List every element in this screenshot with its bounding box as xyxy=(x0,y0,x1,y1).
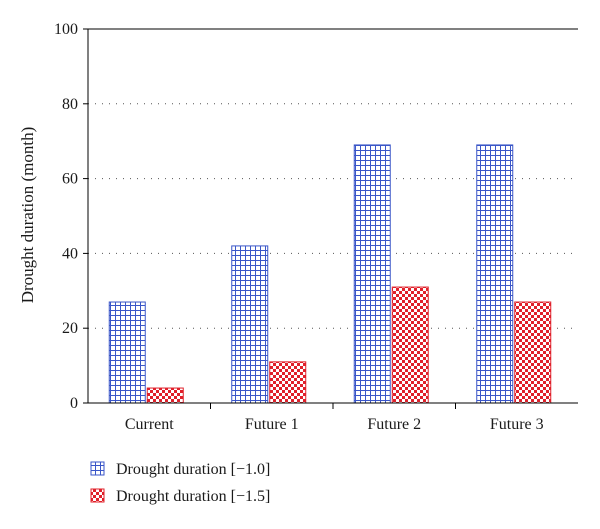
y-axis-title: Drought duration (month) xyxy=(18,127,37,304)
y-tick-label: 80 xyxy=(62,96,78,113)
axes xyxy=(83,28,578,409)
legend-item-series-1: Drought duration [−1.0] xyxy=(90,461,270,478)
y-tick-label: 100 xyxy=(54,21,78,38)
x-category-labels: Current Future 1 Future 2 Future 3 xyxy=(125,416,544,433)
bar-series-2-future-3 xyxy=(514,301,552,404)
gridlines xyxy=(88,103,578,329)
x-category-label: Future 1 xyxy=(245,416,299,433)
bars xyxy=(108,144,552,404)
legend-swatch-series-1 xyxy=(90,461,105,476)
y-tick-label: 60 xyxy=(62,171,78,188)
legend: Drought duration [−1.0] Drought duration… xyxy=(90,461,270,505)
y-tick-label: 0 xyxy=(70,395,78,412)
x-category-label: Future 2 xyxy=(367,416,421,433)
y-tick-label: 40 xyxy=(62,245,78,262)
bar-series-1-future-2 xyxy=(353,144,391,404)
bar-series-1-future-3 xyxy=(476,144,514,404)
legend-item-series-2: Drought duration [−1.5] xyxy=(90,488,270,505)
legend-swatch-series-2 xyxy=(90,488,105,503)
legend-label-series-2: Drought duration [−1.5] xyxy=(116,488,270,505)
y-tick-label: 20 xyxy=(62,320,78,337)
bar-series-1-future-1 xyxy=(231,245,269,404)
x-category-label: Current xyxy=(125,416,174,433)
bar-series-2-future-1 xyxy=(269,361,307,404)
bar-series-2-current xyxy=(146,387,184,404)
bar-series-1-current xyxy=(108,301,146,404)
bar-series-2-future-2 xyxy=(391,286,429,404)
x-category-label: Future 3 xyxy=(490,416,544,433)
legend-label-series-1: Drought duration [−1.0] xyxy=(116,461,270,478)
y-tick-labels: 0 20 40 60 80 100 xyxy=(54,21,78,412)
